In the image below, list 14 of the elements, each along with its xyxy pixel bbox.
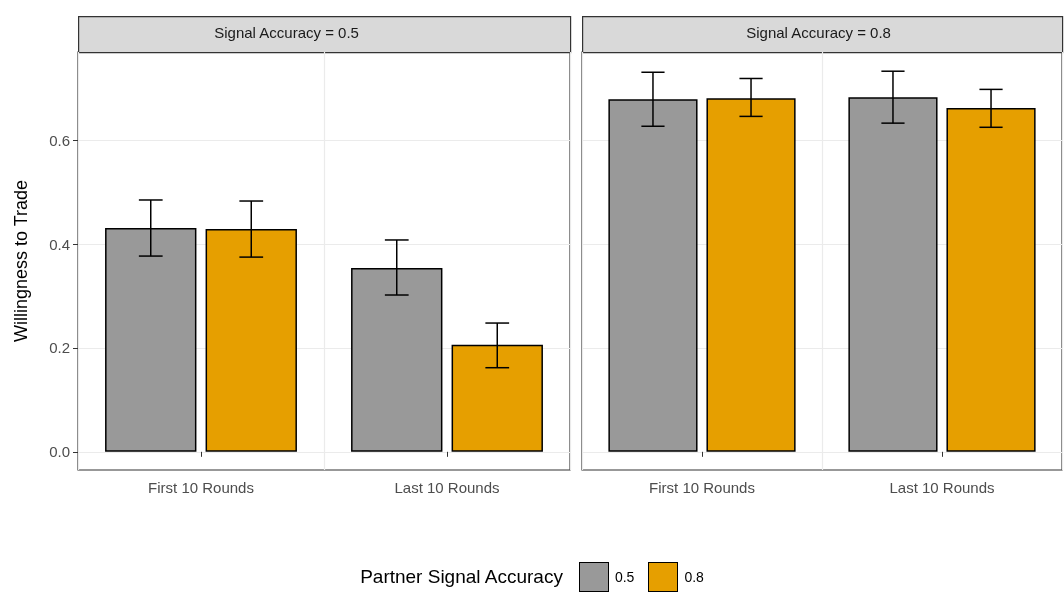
legend-title: Partner Signal Accuracy — [360, 566, 563, 588]
x-tick-label: Last 10 Rounds — [889, 479, 995, 496]
x-tick-label: Last 10 Rounds — [394, 479, 500, 496]
legend-label: 0.8 — [684, 569, 704, 585]
y-tick-label: 0.0 — [49, 443, 70, 461]
y-tick-label: 0.4 — [49, 235, 70, 253]
x-tick-label: First 10 Rounds — [649, 479, 755, 496]
y-tick-label: 0.2 — [49, 339, 70, 357]
y-tick-label: 0.6 — [49, 131, 70, 149]
x-tick-label: First 10 Rounds — [148, 479, 254, 496]
chart-title: Signal Accuracy = 0.8 — [746, 24, 891, 41]
y-axis-title: Willingness to Trade — [11, 179, 31, 343]
legend-label: 0.5 — [614, 569, 635, 585]
chart-title: Signal Accuracy = 0.5 — [214, 24, 359, 41]
